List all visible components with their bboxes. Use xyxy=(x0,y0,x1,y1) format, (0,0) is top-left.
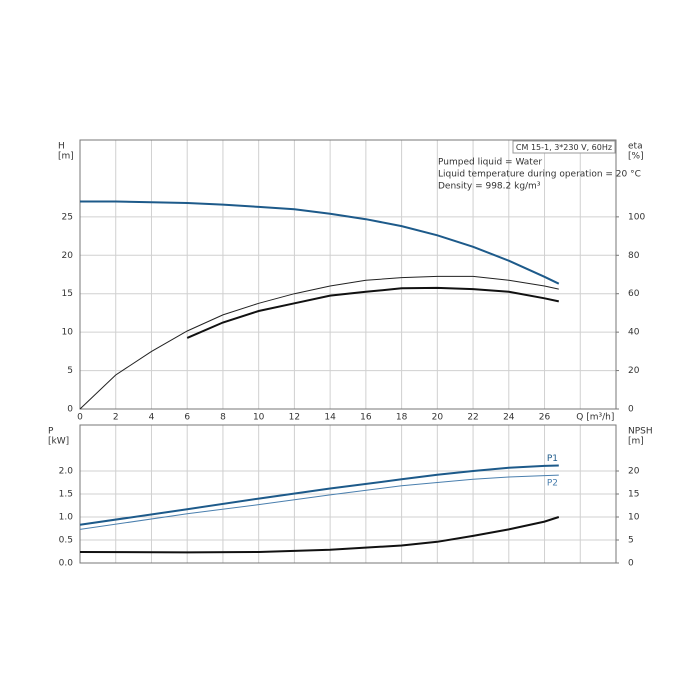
series-line xyxy=(186,286,560,339)
y2-axis-unit: [m] xyxy=(628,437,644,447)
plot-area xyxy=(80,140,616,409)
y-tick-label: 0.0 xyxy=(59,559,74,569)
plot-frame xyxy=(79,139,617,410)
x-tick-label: 18 xyxy=(396,413,408,423)
series-label: P1 xyxy=(547,454,558,464)
y-axis-label: P xyxy=(48,427,54,437)
series-line xyxy=(79,474,559,530)
series-line xyxy=(79,464,559,526)
y2-tick-label: 40 xyxy=(628,328,640,338)
y2-tick-label: 60 xyxy=(628,289,640,299)
annotation: Density = 998.2 kg/m³ xyxy=(438,182,541,192)
x-tick-label: 20 xyxy=(432,413,444,423)
series-label: P2 xyxy=(547,479,558,489)
x-tick-label: 24 xyxy=(503,413,515,423)
y-tick-label: 15 xyxy=(62,289,73,299)
y-tick-label: 20 xyxy=(62,251,74,261)
x-tick-label: 10 xyxy=(253,413,265,423)
x-tick-label: 22 xyxy=(467,413,478,423)
x-tick-label: 0 xyxy=(77,413,83,423)
y-axis-unit: [m] xyxy=(58,152,74,162)
y-tick-label: 25 xyxy=(62,212,73,222)
x-tick-label: 26 xyxy=(539,413,551,423)
x-tick-label: 4 xyxy=(149,413,155,423)
y2-tick-label: 20 xyxy=(628,467,640,477)
y2-tick-label: 0 xyxy=(628,405,634,415)
y2-tick-label: 20 xyxy=(628,366,640,376)
y2-tick-label: 100 xyxy=(628,212,645,222)
x-tick-label: 6 xyxy=(184,413,190,423)
y2-axis-unit: [%] xyxy=(628,152,644,162)
x-tick-label: Q [m³/h] xyxy=(576,413,614,423)
series-line xyxy=(79,516,560,554)
y2-tick-label: 15 xyxy=(628,490,639,500)
y-tick-label: 1.0 xyxy=(59,513,74,523)
chart-title: CM 15-1, 3*230 V, 60Hz xyxy=(516,143,612,152)
series-line xyxy=(80,200,560,285)
y-axis-unit: [kW] xyxy=(48,437,69,447)
y2-axis-label: NPSH xyxy=(628,427,653,437)
x-tick-label: 16 xyxy=(360,413,372,423)
y2-axis-label: eta xyxy=(628,142,643,152)
y-tick-label: 2.0 xyxy=(59,467,74,477)
plot-frame xyxy=(79,424,617,564)
y2-tick-label: 80 xyxy=(628,251,640,261)
title-box xyxy=(512,140,616,154)
y2-tick-label: 10 xyxy=(628,513,640,523)
y2-tick-label: 0 xyxy=(628,559,634,569)
series-line xyxy=(79,275,559,410)
x-tick-label: 8 xyxy=(220,413,226,423)
y-tick-label: 0.5 xyxy=(59,536,73,546)
x-tick-label: 14 xyxy=(324,413,336,423)
x-tick-label: 12 xyxy=(289,413,300,423)
y-tick-label: 0 xyxy=(67,405,73,415)
y-tick-label: 5 xyxy=(67,366,73,376)
y-axis-label: H xyxy=(58,142,65,152)
x-tick-label: 2 xyxy=(113,413,119,423)
y-tick-label: 1.5 xyxy=(59,490,73,500)
annotation: Liquid temperature during operation = 20… xyxy=(438,170,641,180)
y2-tick-label: 5 xyxy=(628,536,634,546)
annotation: Pumped liquid = Water xyxy=(438,158,542,168)
y-tick-label: 10 xyxy=(62,328,74,338)
